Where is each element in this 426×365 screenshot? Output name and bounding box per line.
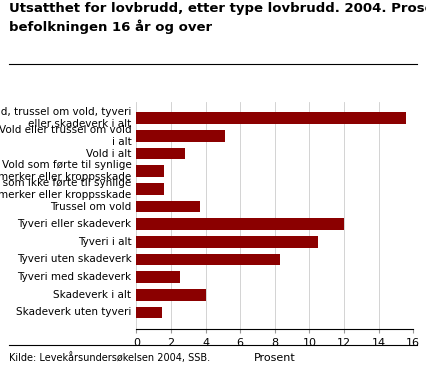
Bar	[136, 130, 225, 142]
Bar	[136, 218, 344, 230]
Bar	[136, 148, 185, 159]
Bar	[136, 272, 180, 283]
Text: Utsatthet for lovbrudd, etter type lovbrudd. 2004. Prosent av
befolkningen 16 år: Utsatthet for lovbrudd, etter type lovbr…	[9, 2, 426, 34]
Bar	[136, 289, 205, 300]
Bar	[136, 236, 318, 247]
X-axis label: Prosent: Prosent	[254, 353, 296, 363]
Bar	[136, 201, 200, 212]
Bar	[136, 183, 164, 195]
Bar	[136, 112, 406, 124]
Text: Kilde: Levekårsundersøkelsen 2004, SSB.: Kilde: Levekårsundersøkelsen 2004, SSB.	[9, 352, 210, 363]
Bar	[136, 307, 162, 318]
Bar	[136, 165, 164, 177]
Bar	[136, 254, 280, 265]
